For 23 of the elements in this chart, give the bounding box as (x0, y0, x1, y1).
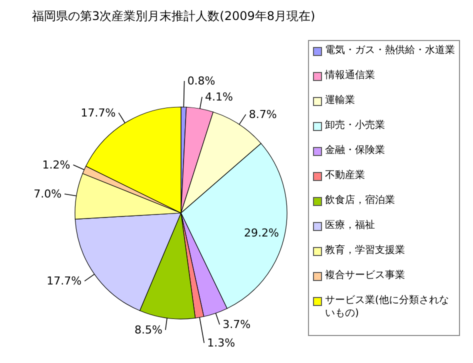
legend-label: 不動産業 (325, 169, 365, 182)
data-label: 1.2% (42, 158, 70, 172)
data-label: 29.2% (244, 226, 279, 240)
legend-label: 情報通信業 (325, 69, 375, 82)
legend-label: 金融・保険業 (325, 144, 385, 157)
data-label: 8.7% (248, 108, 277, 121)
data-label: 8.5% (134, 323, 162, 336)
legend-label: サービス業(他に分類されないもの) (325, 294, 450, 320)
legend-label: 運輸業 (325, 94, 355, 107)
chart-title: 福岡県の第3次産業別月末推計人数(2009年8月現在) (31, 8, 316, 25)
data-label: 4.1% (205, 90, 233, 104)
legend-label: 医療，福祉 (325, 219, 375, 232)
data-label: 3.7% (222, 318, 251, 332)
data-label: 0.8% (187, 74, 216, 88)
legend-label: 卸売・小売業 (325, 119, 385, 132)
legend-label: 教育，学習支援業 (325, 244, 405, 257)
data-label: 1.3% (207, 336, 236, 350)
legend-label: 電気・ガス・熱供給・水道業 (325, 44, 455, 57)
data-label: 17.7% (46, 274, 82, 288)
legend-label: 複合サービス事業 (325, 269, 405, 282)
data-label: 17.7% (80, 106, 116, 120)
legend-label: 飲食店，宿泊業 (325, 194, 395, 207)
data-label: 7.0% (34, 187, 62, 200)
